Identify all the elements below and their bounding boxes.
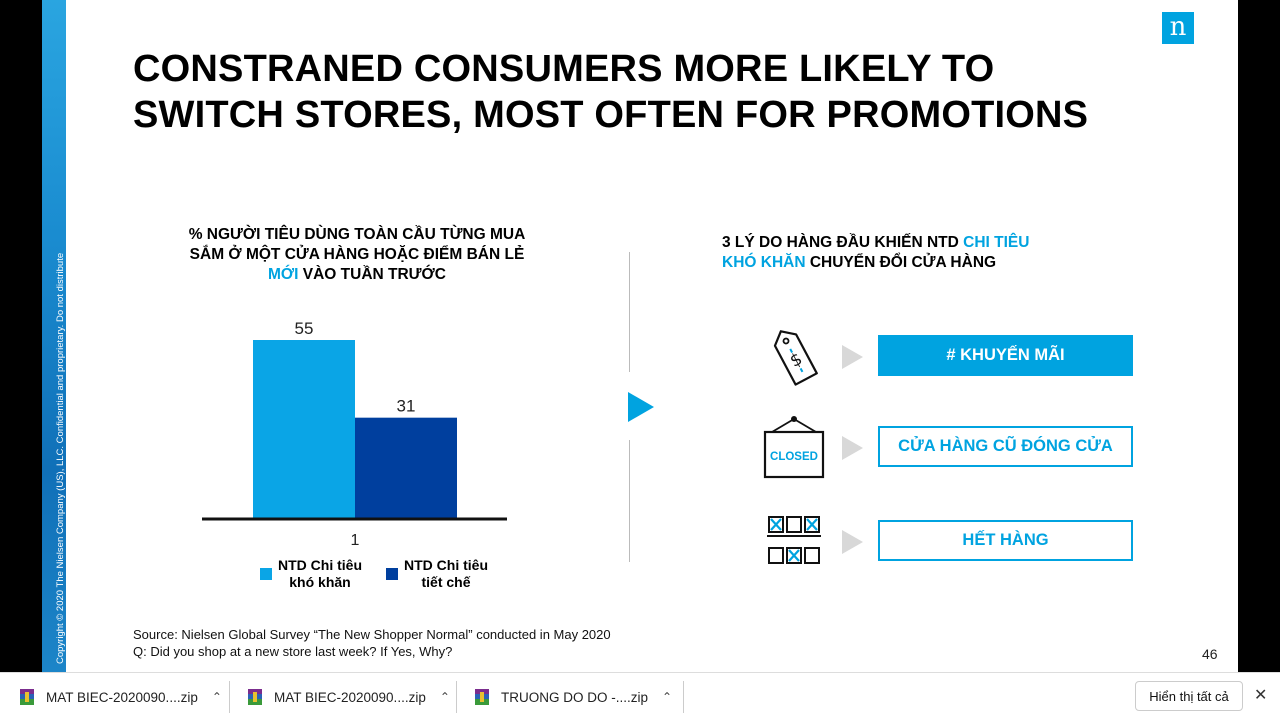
reasons-heading-highlight: CHI TIÊU [963,234,1030,251]
reasons-heading-highlight: KHÓ KHĂN [722,254,806,271]
slide-title: CONSTRANED CONSUMERS MORE LIKELY TO SWIT… [133,46,1193,138]
bar-constrained [253,340,355,518]
chart-heading-rest: VÀO TUẦN TRƯỚC [298,266,446,283]
title-line-1: CONSTRANED CONSUMERS MORE LIKELY TO [133,48,995,90]
download-item[interactable]: MAT BIEC-2020090....zip ⌃ [20,673,222,721]
reason-arrow-icon [842,530,863,554]
close-icon[interactable]: ✕ [1254,687,1268,704]
bar-value-label: 31 [397,397,416,416]
reason-old-store-closed: CỬA HÀNG CŨ ĐÓNG CỬA [878,426,1133,467]
chevron-up-icon[interactable]: ⌃ [211,690,222,704]
chart-legend: NTD Chi tiêu khó khăn NTD Chi tiêu tiết … [260,557,550,597]
download-filename: MAT BIEC-2020090....zip [274,689,426,705]
chart-heading-line-2: SẮM Ở MỘT CỬA HÀNG HOẶC ĐIỂM BÁN LẺ [189,246,525,263]
legend-label-line: NTD Chi tiêu [404,557,488,573]
download-separator [456,681,457,713]
chevron-up-icon[interactable]: ⌃ [439,690,450,704]
divider-arrow-icon [628,392,654,422]
reason-promotions: # KHUYẾN MÃI [878,335,1133,376]
bar-restrained [355,417,457,518]
chart-heading-line-3: MỚI VÀO TUẦN TRƯỚC [162,265,552,285]
copyright-text: Copyright © 2020 The Nielsen Company (US… [55,252,66,664]
legend-label-constrained: NTD Chi tiêu khó khăn [278,557,362,591]
reasons-heading-text: CHUYỂN ĐỔI CỬA HÀNG [805,254,997,271]
title-line-2: SWITCH STORES, MOST OFTEN FOR PROMOTIONS [133,94,1089,136]
source-note: Source: Nielsen Global Survey “The New S… [133,626,611,660]
empty-shelf-icon [767,516,821,564]
chart-heading-line-1: % NGƯỜI TIÊU DÙNG TOÀN CẦU TỪNG MUA [188,226,526,243]
copyright-sidebar: Copyright © 2020 The Nielsen Company (US… [42,0,66,672]
bar-value-label: 55 [295,319,314,338]
legend-swatch-constrained [260,568,272,580]
chart-heading: % NGƯỜI TIÊU DÙNG TOÀN CẦU TỪNG MUA SẮM … [162,225,552,285]
reason-arrow-icon [842,345,863,369]
legend-item-constrained: NTD Chi tiêu khó khăn [260,557,362,591]
reasons-heading-text: 3 LÝ DO HÀNG ĐẦU KHIẾN NTD [722,234,964,251]
reason-arrow-icon [842,436,863,460]
question-line: Q: Did you shop at a new store last week… [133,644,453,659]
download-separator [683,681,684,713]
download-filename: TRUONG DO DO -....zip [501,689,649,705]
show-all-downloads-button[interactable]: Hiển thị tất cả [1135,681,1243,711]
archive-file-icon [475,689,489,705]
legend-swatch-restrained [386,568,398,580]
nielsen-logo: n [1162,12,1194,44]
divider-line-bottom [629,440,630,562]
archive-file-icon [248,689,262,705]
chevron-up-icon[interactable]: ⌃ [662,690,673,704]
download-item[interactable]: TRUONG DO DO -....zip ⌃ [475,673,672,721]
bar-chart: 55 31 1 [202,319,507,549]
source-line: Source: Nielsen Global Survey “The New S… [133,627,611,642]
price-tag-icon: $ [773,330,818,386]
legend-label-restrained: NTD Chi tiêu tiết chế [404,557,488,591]
closed-sign-text: CLOSED [770,451,818,463]
legend-item-restrained: NTD Chi tiêu tiết chế [386,557,488,591]
legend-label-line: khó khăn [289,574,351,590]
download-filename: MAT BIEC-2020090....zip [46,689,198,705]
reasons-heading-line-1: 3 LÝ DO HÀNG ĐẦU KHIẾN NTD CHI TIÊU [722,233,1029,253]
page-number: 46 [1202,646,1218,662]
download-item[interactable]: MAT BIEC-2020090....zip ⌃ [248,673,450,721]
reasons-heading: 3 LÝ DO HÀNG ĐẦU KHIẾN NTD CHI TIÊU KHÓ … [722,233,1029,273]
x-axis-tick-label: 1 [351,532,360,549]
reason-out-of-stock: HẾT HÀNG [878,520,1133,561]
download-separator [229,681,230,713]
archive-file-icon [20,689,34,705]
legend-label-line: tiết chế [421,574,471,590]
presentation-slide: Copyright © 2020 The Nielsen Company (US… [42,0,1238,672]
download-shelf: MAT BIEC-2020090....zip ⌃ MAT BIEC-20200… [0,672,1280,721]
chart-heading-highlight: MỚI [268,266,299,283]
closed-sign-icon: CLOSED [763,416,825,479]
reasons-heading-line-2: KHÓ KHĂN CHUYỂN ĐỔI CỬA HÀNG [722,253,1029,273]
legend-label-line: NTD Chi tiêu [278,557,362,573]
divider-line-top [629,252,630,372]
